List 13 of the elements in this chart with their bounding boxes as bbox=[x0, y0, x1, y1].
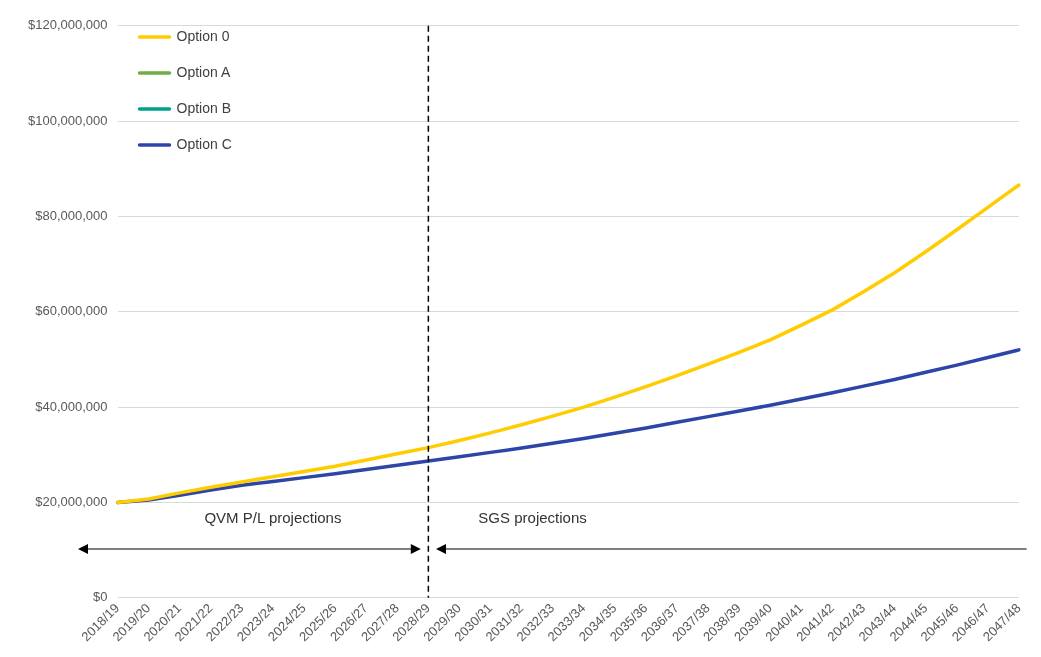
y-tick-label: $40,000,000 bbox=[35, 398, 108, 414]
y-tick-label: $100,000,000 bbox=[27, 112, 108, 128]
y-tick-label: $60,000,000 bbox=[35, 303, 108, 319]
legend-label: Option 0 bbox=[176, 27, 230, 44]
annotation: QVM P/L projections bbox=[204, 508, 342, 526]
y-tick-label: $20,000,000 bbox=[35, 494, 108, 509]
legend-label: Option B bbox=[176, 99, 232, 116]
y-tick-label: $120,000,000 bbox=[27, 17, 108, 33]
legend-label: Option A bbox=[176, 63, 231, 80]
y-tick-label: $0 bbox=[93, 589, 108, 605]
y-tick-label: $80,000,000 bbox=[35, 208, 108, 224]
legend-label: Option C bbox=[176, 135, 232, 152]
annotation: SGS projections bbox=[478, 508, 587, 526]
